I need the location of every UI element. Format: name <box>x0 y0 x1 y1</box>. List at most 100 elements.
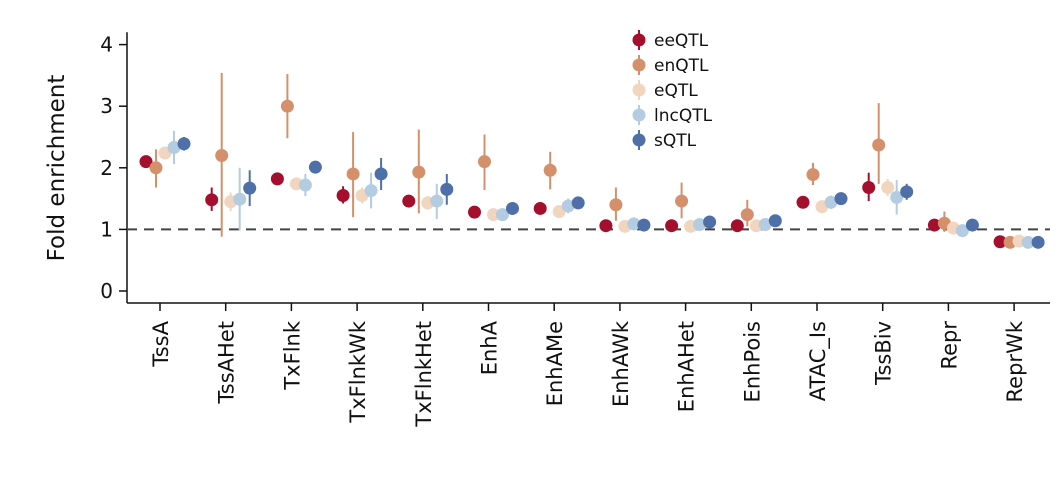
series-lncQTL <box>167 130 1035 249</box>
data-point <box>506 201 519 215</box>
data-point <box>478 155 491 169</box>
x-tick-label: EnhA <box>478 320 502 375</box>
data-point <box>758 217 772 231</box>
data-point <box>881 181 895 195</box>
data-point <box>1031 235 1045 249</box>
y-tick-label: 3 <box>100 94 113 118</box>
data-point <box>298 178 312 192</box>
data-point <box>675 194 689 208</box>
legend-item: enQTL <box>632 55 709 76</box>
data-point <box>561 199 575 213</box>
data-point <box>243 181 257 195</box>
data-point <box>796 195 810 209</box>
legend-item: sQTL <box>632 130 697 151</box>
legend-label: lncQTL <box>654 106 713 126</box>
data-point <box>890 190 904 204</box>
x-tick-label: TxFlnk <box>280 320 304 390</box>
legend: eeQTL enQTL eQTL lncQTL sQTL <box>632 30 713 151</box>
data-point <box>824 195 838 209</box>
data-point <box>834 192 848 206</box>
x-tick-label: TxFlnkWk <box>346 320 370 423</box>
data-point <box>609 198 623 212</box>
legend-label: eeQTL <box>654 31 709 51</box>
data-point <box>1021 235 1035 249</box>
legend-marker <box>632 83 646 97</box>
data-point <box>270 172 284 186</box>
data-point <box>533 201 547 215</box>
data-point <box>430 194 444 208</box>
x-tick-label: TxFlnkHet <box>412 321 436 428</box>
data-point <box>740 208 754 222</box>
x-ticks: TssA TssAHet TxFlnk TxFlnkWk TxFlnkHet EnhA En… <box>149 303 1027 428</box>
data-point <box>402 194 416 208</box>
x-tick-label: TssA <box>149 320 173 367</box>
data-point <box>440 182 454 196</box>
data-point <box>993 235 1007 249</box>
x-tick-label: TssBiv <box>872 321 896 386</box>
series-enQTL <box>149 72 1017 249</box>
data-point <box>364 184 378 198</box>
x-tick-label: TssAHet <box>215 321 239 405</box>
data-point <box>955 224 969 238</box>
data-point <box>346 167 360 181</box>
data-point <box>571 196 585 210</box>
data-point <box>336 189 350 203</box>
data-point <box>215 148 229 162</box>
legend-marker <box>632 108 646 122</box>
x-tick-label: EnhAHet <box>675 321 699 412</box>
legend-marker <box>632 58 646 72</box>
data-point <box>872 138 886 152</box>
data-point <box>308 160 322 174</box>
data-point <box>927 218 941 232</box>
y-axis: 0 1 2 3 4 <box>100 32 128 303</box>
legend-marker <box>632 33 646 47</box>
legend-label: enQTL <box>654 56 709 76</box>
data-point <box>627 217 641 231</box>
legend-marker <box>632 133 646 147</box>
y-ticks: 0 1 2 3 4 <box>100 33 127 303</box>
y-tick-label: 1 <box>100 217 113 241</box>
data-point <box>149 161 163 175</box>
data-point <box>139 155 153 169</box>
data-point <box>730 219 744 233</box>
data-point <box>374 167 388 181</box>
series-eeQTL <box>139 155 1007 249</box>
data-point <box>806 168 820 182</box>
data-point <box>637 218 651 232</box>
y-tick-label: 2 <box>100 156 113 180</box>
data-point <box>496 208 509 222</box>
x-axis: TssA TssAHet TxFlnk TxFlnkWk TxFlnkHet EnhA En… <box>127 302 1050 428</box>
y-tick-label: 0 <box>100 279 113 303</box>
data-point <box>487 208 500 222</box>
data-point <box>862 181 876 195</box>
data-point <box>703 215 717 229</box>
data-point <box>543 163 557 177</box>
x-tick-label: EnhAWk <box>609 320 633 407</box>
legend-label: sQTL <box>654 131 697 151</box>
data-point <box>900 185 914 199</box>
data-point <box>167 140 181 154</box>
x-tick-label: EnhAMe <box>543 321 567 406</box>
data-point <box>412 165 426 179</box>
series-layer <box>139 72 1045 249</box>
data-point <box>233 192 247 206</box>
data-point <box>468 205 481 219</box>
x-tick-label: Repr <box>937 321 961 370</box>
data-point <box>205 193 219 207</box>
legend-label: eQTL <box>654 81 698 101</box>
legend-item: lncQTL <box>632 105 713 126</box>
y-tick-label: 4 <box>100 33 113 57</box>
data-point <box>599 219 613 233</box>
data-point <box>177 137 191 151</box>
y-axis-title: Fold enrichment <box>44 75 70 262</box>
data-point <box>693 217 707 231</box>
x-tick-label: ATAC_Is <box>806 321 831 401</box>
data-point <box>768 214 782 228</box>
x-tick-label: ReprWk <box>1003 320 1027 402</box>
data-point <box>665 219 679 233</box>
data-point <box>280 99 294 113</box>
series-sQTL <box>177 137 1045 249</box>
x-tick-label: EnhPois <box>740 321 764 402</box>
legend-item: eeQTL <box>632 30 709 51</box>
